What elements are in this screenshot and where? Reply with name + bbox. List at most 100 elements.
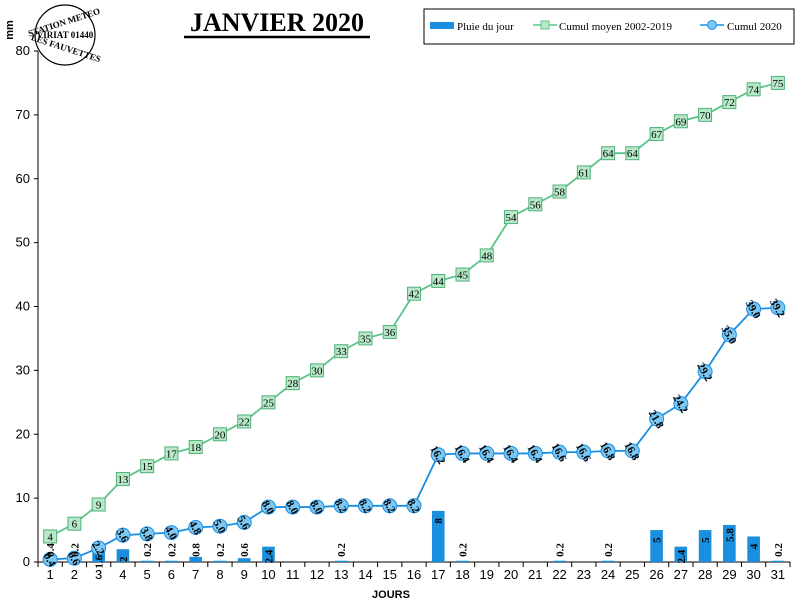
rain-bar: [747, 536, 760, 562]
cumul-2020-point: [357, 498, 373, 514]
average-cumul-point: [309, 363, 324, 378]
cumul-2020-label: 8.2: [405, 497, 423, 515]
x-tick-label: 19: [480, 567, 494, 582]
rain-bar-label: 0.2: [603, 543, 615, 557]
average-cumul-point: [67, 516, 82, 531]
average-cumul-label: 22: [239, 416, 250, 428]
x-tick-label: 16: [407, 567, 421, 582]
rain-bar-label: 0.2: [773, 543, 785, 557]
cumul-2020-point: [430, 447, 446, 463]
cumul-2020-label: 8.0: [259, 499, 277, 517]
rain-bar-label: 0.2: [166, 543, 178, 557]
average-cumul-label: 44: [433, 276, 445, 288]
average-cumul-label: 64: [603, 148, 615, 160]
y-tick-label: 10: [16, 490, 30, 505]
rain-bar: [698, 530, 712, 562]
average-cumul-point: [552, 184, 567, 199]
average-cumul-point: [91, 497, 106, 512]
average-cumul-label: 64: [627, 148, 639, 160]
average-cumul-point: [625, 146, 640, 161]
cumul-2020-point: [333, 498, 349, 514]
average-cumul-label: 33: [336, 346, 348, 358]
x-tick-label: 22: [552, 567, 566, 582]
average-cumul-point: [188, 440, 203, 455]
average-cumul-label: 36: [384, 327, 396, 339]
rain-bar-label: 0.8: [191, 543, 203, 557]
y-tick-label: 30: [16, 362, 30, 377]
cumul-2020-label: 8.2: [380, 497, 398, 515]
cumul-2020-label: 16.2: [427, 444, 447, 467]
average-cumul-point: [237, 414, 252, 429]
x-tick-label: 9: [241, 567, 248, 582]
rain-bar-label: 0.2: [69, 543, 81, 557]
average-cumul-label: 42: [409, 289, 420, 301]
x-tick-label: 24: [601, 567, 615, 582]
x-tick-label: 13: [334, 567, 348, 582]
average-cumul-point: [358, 331, 373, 346]
average-cumul-point: [382, 325, 397, 340]
legend-swatch-rain: [430, 22, 454, 29]
average-cumul-label: 30: [311, 365, 323, 377]
y-tick-label: 80: [16, 43, 30, 58]
stamp-circle: [34, 4, 96, 66]
cumul-2020-point: [697, 364, 713, 380]
average-cumul-point: [431, 273, 446, 288]
y-axis-label: mm: [4, 20, 16, 40]
x-axis-label: JOURS: [372, 589, 410, 601]
x-tick-label: 23: [577, 567, 591, 582]
x-tick-label: 3: [95, 567, 102, 582]
rain-bar-label: 5: [652, 537, 664, 543]
cumul-2020-point: [139, 526, 155, 542]
rain-bar-label: 0.2: [458, 543, 470, 557]
cumul-2020-point: [576, 444, 592, 460]
average-cumul-point: [722, 95, 737, 110]
average-cumul-label: 25: [263, 397, 275, 409]
y-tick-label: 70: [16, 107, 30, 122]
rain-bar-label: 0.2: [555, 543, 567, 557]
average-cumul-label: 6: [72, 519, 78, 531]
cumul-2020-line: [50, 306, 778, 561]
x-tick-label: 20: [504, 567, 518, 582]
x-tick-label: 17: [431, 567, 445, 582]
average-cumul-label: 58: [554, 187, 566, 199]
cumul-2020-point: [260, 499, 276, 515]
rain-bar: [431, 510, 445, 562]
average-cumul-label: 45: [457, 270, 469, 282]
average-cumul-label: 17: [166, 448, 178, 460]
cumul-2020-point: [503, 445, 519, 461]
cumul-2020-point: [673, 396, 689, 412]
rain-bar-label: 2.4: [676, 549, 688, 563]
rain-bar-label: 0.2: [336, 543, 348, 557]
average-cumul-point: [576, 165, 591, 180]
x-tick-label: 8: [216, 567, 223, 582]
average-cumul-line: [49, 82, 779, 538]
average-cumul-label: 67: [651, 129, 663, 141]
x-tick-label: 12: [310, 567, 324, 582]
x-tick-label: 31: [771, 567, 785, 582]
rain-bar: [601, 560, 615, 562]
average-cumul-point: [407, 286, 421, 301]
rain-bar-label: 2.4: [263, 549, 275, 563]
average-cumul-label: 70: [700, 110, 712, 122]
average-cumul-label: 35: [360, 333, 372, 345]
y-tick-label: 60: [16, 171, 30, 186]
average-cumul-point: [115, 471, 130, 486]
rain-bar-label: 0.4: [45, 543, 57, 557]
rain-bar-label: 0.2: [215, 543, 227, 557]
rain-bar-label: 8: [433, 518, 445, 524]
cumul-2020-point: [455, 445, 471, 461]
rain-bar: [116, 549, 130, 562]
cumul-2020-point: [479, 445, 495, 461]
average-cumul-label: 48: [481, 250, 493, 262]
average-cumul-point: [770, 75, 785, 90]
rain-bar: [553, 560, 566, 562]
cumul-2020-point: [309, 499, 325, 515]
average-cumul-label: 56: [530, 199, 542, 211]
rain-bar: [140, 560, 154, 562]
y-tick-label: 40: [16, 299, 30, 314]
average-cumul-label: 4: [47, 531, 53, 543]
average-cumul-label: 61: [578, 167, 589, 179]
cumul-2020-label: 3.6: [113, 527, 131, 545]
rain-bar: [723, 524, 736, 562]
x-tick-label: 6: [168, 567, 175, 582]
